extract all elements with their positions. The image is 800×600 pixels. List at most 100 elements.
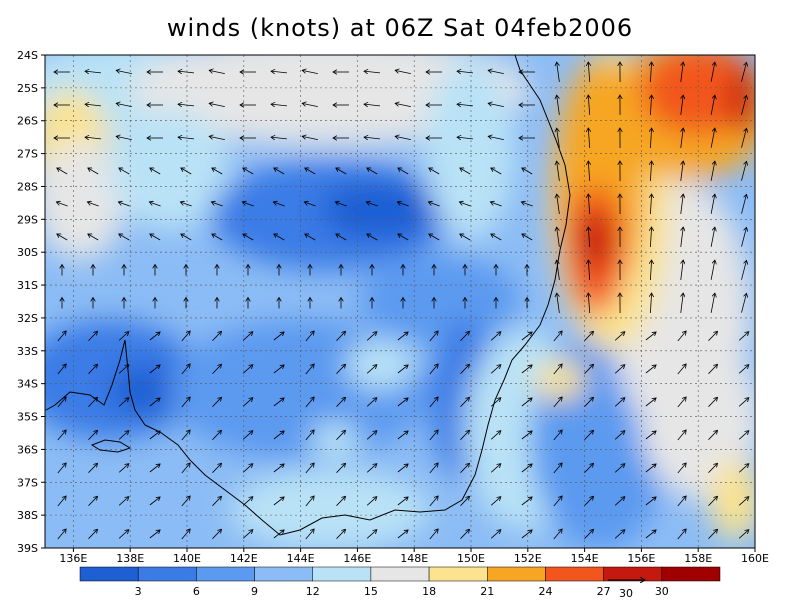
lon-label: 136E [59, 552, 87, 565]
lat-label: 33S [17, 345, 38, 358]
wind-vector [588, 227, 589, 248]
colorbar-label: 27 [597, 585, 611, 598]
wind-vector [305, 397, 314, 408]
lat-label: 34S [17, 378, 38, 391]
wind-vector [336, 234, 347, 241]
wind-vector [302, 136, 318, 141]
map-title: winds (knots) at 06Z Sat 04feb2006 [166, 14, 634, 42]
wind-vector [557, 95, 560, 115]
wind-vector [181, 430, 190, 441]
lat-label: 39S [17, 542, 38, 555]
wind-vector [212, 496, 221, 506]
wind-vector [273, 464, 284, 473]
wind-vector [336, 364, 345, 374]
wind-vector [274, 168, 285, 175]
wind-vector [584, 496, 593, 506]
wind-vector [490, 530, 501, 539]
wind-vector [645, 464, 656, 473]
wind-vector [710, 161, 715, 181]
colorbar-label: 12 [306, 585, 320, 598]
wind-vector [305, 168, 316, 175]
wind-vector [242, 202, 254, 207]
wind-vector [181, 331, 190, 342]
wind-vector [273, 332, 284, 341]
wind-vector [553, 430, 562, 441]
vector-key: 30 [608, 580, 645, 600]
lat-label: 26S [17, 115, 38, 128]
wind-vector [557, 128, 560, 148]
wind-vector [271, 71, 287, 73]
wind-vector [88, 496, 97, 506]
lat-label: 24S [17, 49, 38, 62]
wind-vector [305, 529, 314, 540]
colorbar-label: 9 [251, 585, 258, 598]
wind-vector [118, 398, 129, 407]
wind-vector [650, 293, 651, 314]
wind-vector [149, 202, 161, 207]
wind-vector [645, 497, 656, 506]
wind-vector [460, 397, 469, 407]
lon-label: 138E [116, 552, 144, 565]
lon-label: 160E [741, 552, 769, 565]
wind-vector [149, 332, 160, 341]
wind-vector [460, 364, 469, 374]
wind-vector [741, 62, 746, 82]
wind-vector [490, 497, 501, 506]
latitude-labels: 24S 25S 26S 27S 28S 29S 30S 31S 32S 33S 34S 35S 36S 3… [17, 49, 45, 555]
wind-vector [305, 496, 314, 507]
wind-vector [118, 202, 130, 207]
wind-vector [677, 397, 686, 408]
wind-vector [181, 168, 192, 175]
wind-vector [521, 332, 532, 341]
wind-vector [336, 463, 345, 473]
wind-vector [588, 161, 589, 182]
lon-label: 142E [230, 552, 258, 565]
wind-vector [521, 497, 532, 506]
wind-vector [367, 168, 378, 175]
wind-vector [119, 168, 130, 175]
wind-vector [677, 496, 686, 507]
wind-vector [397, 530, 408, 539]
wind-vector [149, 398, 160, 407]
wind-vector [212, 168, 223, 175]
wind-vector [710, 293, 715, 313]
wind-vector [553, 496, 562, 507]
wind-vector [741, 161, 746, 181]
lat-label: 36S [17, 443, 38, 456]
wind-vector [584, 397, 593, 407]
wind-vector [741, 194, 746, 214]
wind-vector [212, 397, 221, 407]
wind-vector [242, 530, 253, 539]
lat-label: 28S [17, 180, 38, 193]
wind-vector [397, 332, 408, 341]
wind-vector [395, 103, 411, 108]
wind-vector [645, 530, 656, 539]
wind-vector [459, 202, 471, 207]
wind-vector [118, 365, 129, 374]
colorbar-label: 30 [655, 585, 669, 598]
wind-vector [212, 364, 221, 374]
wind-vector [557, 62, 560, 82]
wind-vector [491, 168, 502, 175]
wind-vector [488, 70, 504, 75]
colorbar-label: 15 [364, 585, 378, 598]
wind-vector [553, 463, 562, 474]
vector-key-label: 30 [619, 587, 633, 600]
lat-label: 30S [17, 246, 38, 259]
wind-vector [302, 70, 318, 75]
wind-vector [557, 227, 560, 247]
colorbar-label: 6 [193, 585, 200, 598]
wind-vector [738, 332, 749, 341]
wind-vector [681, 293, 683, 313]
wind-vector [490, 202, 502, 207]
wind-vector [521, 530, 532, 539]
wind-vector [738, 365, 749, 374]
wind-vector [366, 530, 377, 539]
wind-vector [397, 431, 408, 440]
wind-vector [181, 529, 190, 540]
wind-vector [584, 463, 593, 473]
colorbar-label: 18 [422, 585, 436, 598]
wind-vector [708, 463, 717, 473]
wind-vector [364, 104, 380, 106]
wind-vector [457, 71, 473, 73]
